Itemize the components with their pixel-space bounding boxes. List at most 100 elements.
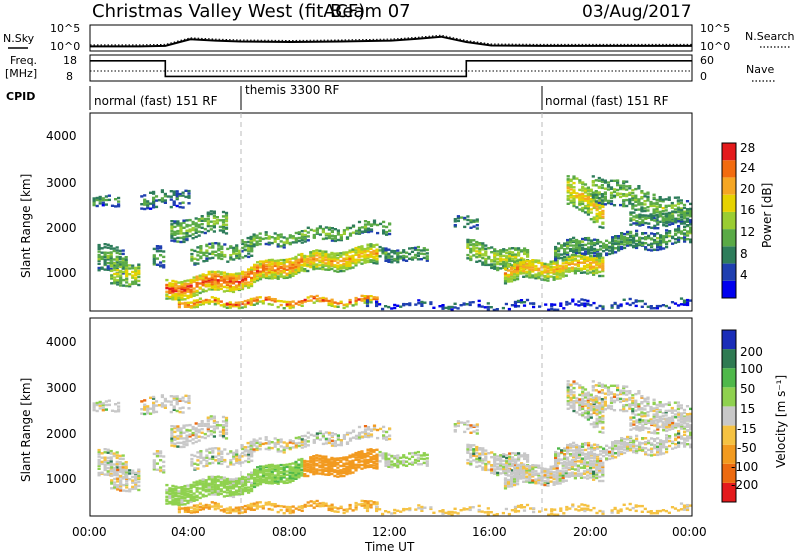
velocity-cell-308 bbox=[176, 425, 180, 428]
power-cell-1337 bbox=[378, 245, 382, 249]
power-cell-303 bbox=[176, 236, 180, 240]
velocity-cell-306 bbox=[176, 429, 180, 432]
power-cell-1725 bbox=[640, 299, 644, 303]
power-cell-100 bbox=[121, 267, 125, 270]
power-cell-1489 bbox=[255, 298, 259, 302]
power-cell-1291 bbox=[351, 224, 356, 227]
power-cell-2259 bbox=[581, 240, 585, 243]
velocity-cell-72 bbox=[109, 456, 113, 459]
velocity-cell-1783 bbox=[478, 456, 482, 460]
power-cell-1545 bbox=[324, 297, 328, 300]
power-cell-1106 bbox=[363, 254, 367, 257]
power-cell-1560 bbox=[342, 303, 346, 307]
power-cell-58 bbox=[106, 258, 110, 261]
velocity-cell-1214 bbox=[294, 444, 298, 447]
velocity-cell-258 bbox=[172, 408, 176, 411]
power-cell-2354 bbox=[626, 244, 630, 247]
velocity-cell-1554 bbox=[333, 506, 337, 509]
power-cell-2047 bbox=[549, 275, 553, 278]
velocity-cell-499 bbox=[241, 461, 245, 464]
power-cell-2348 bbox=[623, 243, 627, 246]
velocity-cell-1541 bbox=[321, 504, 325, 508]
power-cell-2713 bbox=[622, 186, 626, 190]
power-cell-351 bbox=[194, 217, 198, 220]
power-cell-2239 bbox=[572, 236, 576, 240]
power-cell-316 bbox=[179, 222, 183, 225]
velocity-cell-1619 bbox=[429, 507, 433, 511]
velocity-cell-1545 bbox=[324, 502, 328, 505]
power-cell-549 bbox=[174, 289, 178, 293]
power-cell-1527 bbox=[303, 300, 307, 303]
power-cell-170 bbox=[131, 274, 135, 277]
power-cell-1985 bbox=[525, 266, 529, 269]
power-cell-682 bbox=[219, 275, 223, 279]
velocity-cell-1122 bbox=[369, 458, 373, 461]
velocity-cell-1331 bbox=[388, 437, 392, 441]
velocity-cell-995 bbox=[324, 463, 328, 467]
power-cell-2927 bbox=[662, 224, 666, 227]
power-cell-1578 bbox=[363, 295, 367, 298]
velocity-cell-417 bbox=[190, 462, 194, 466]
power-cell-281 bbox=[187, 196, 191, 199]
power-cell-588 bbox=[186, 282, 190, 286]
power-cell-90 bbox=[115, 246, 119, 249]
velocity-cell-1459 bbox=[228, 510, 232, 513]
power-cell-381 bbox=[209, 210, 213, 213]
power-cell-2693 bbox=[612, 179, 617, 182]
velocity-cell-1600 bbox=[384, 510, 388, 513]
power-cell-476 bbox=[226, 247, 230, 251]
power-cell-1172 bbox=[258, 237, 262, 241]
power-cell-378 bbox=[209, 225, 213, 228]
power-cell-482 bbox=[232, 258, 236, 261]
velocity-cell-1330 bbox=[385, 430, 389, 434]
power-cell-290 bbox=[170, 227, 174, 230]
velocity-cell-686 bbox=[222, 490, 226, 494]
velocity-cell-1139 bbox=[375, 460, 379, 463]
power-cell-964 bbox=[312, 252, 316, 255]
power-cell-2934 bbox=[665, 218, 669, 221]
velocity-cell-242 bbox=[154, 400, 159, 403]
velocity-cell-1017 bbox=[330, 456, 334, 460]
velocity-cell-1008 bbox=[327, 458, 331, 461]
velocity-cell-1185 bbox=[270, 441, 274, 444]
velocity-cell-703 bbox=[228, 493, 232, 497]
power-cell-229 bbox=[149, 207, 153, 210]
power-cell-1114 bbox=[366, 253, 370, 257]
power-cell-725 bbox=[234, 278, 239, 282]
power-cell-1183 bbox=[267, 235, 271, 238]
velocity-cell-176 bbox=[134, 483, 138, 486]
power-cell-950 bbox=[309, 260, 313, 264]
power-cell-2360 bbox=[626, 230, 630, 234]
power-cell-943 bbox=[306, 261, 310, 264]
power-cell-2691 bbox=[612, 190, 617, 194]
velocity-cell-614 bbox=[195, 482, 199, 485]
velocity-cell-959 bbox=[312, 467, 316, 470]
power-cell-1529 bbox=[306, 299, 310, 302]
power-colorbar-swatch-4 bbox=[722, 211, 736, 230]
velocity-cell-1436 bbox=[201, 504, 205, 508]
power-cell-1026 bbox=[336, 270, 340, 273]
velocity-cell-539 bbox=[171, 494, 175, 498]
power-cell-2641 bbox=[594, 200, 598, 203]
velocity-cell-1135 bbox=[372, 449, 376, 452]
power-cell-2857 bbox=[679, 201, 683, 205]
power-cell-1884 bbox=[514, 253, 518, 256]
power-cell-923 bbox=[300, 269, 304, 272]
power-cell-2474 bbox=[686, 238, 690, 241]
power-cell-1976 bbox=[522, 264, 526, 267]
power-cell-2660 bbox=[600, 193, 604, 196]
power-cbar-tick-8: 8 bbox=[740, 247, 748, 261]
velocity-cell-537 bbox=[171, 499, 175, 502]
velocity-cell-1884 bbox=[514, 458, 518, 461]
power-cell-634 bbox=[204, 284, 208, 287]
power-cell-2085 bbox=[561, 262, 565, 265]
power-cell-1819 bbox=[493, 263, 497, 266]
power-cell-373 bbox=[206, 217, 210, 221]
power-cell-1141 bbox=[375, 252, 379, 255]
power-cell-842 bbox=[273, 275, 277, 278]
velocity-cell-376 bbox=[206, 416, 210, 419]
power-cell-1810 bbox=[490, 266, 494, 270]
velocity-cell-454 bbox=[211, 449, 215, 453]
velocity-cell-276 bbox=[181, 399, 185, 402]
velocity-cell-1233 bbox=[306, 440, 310, 443]
